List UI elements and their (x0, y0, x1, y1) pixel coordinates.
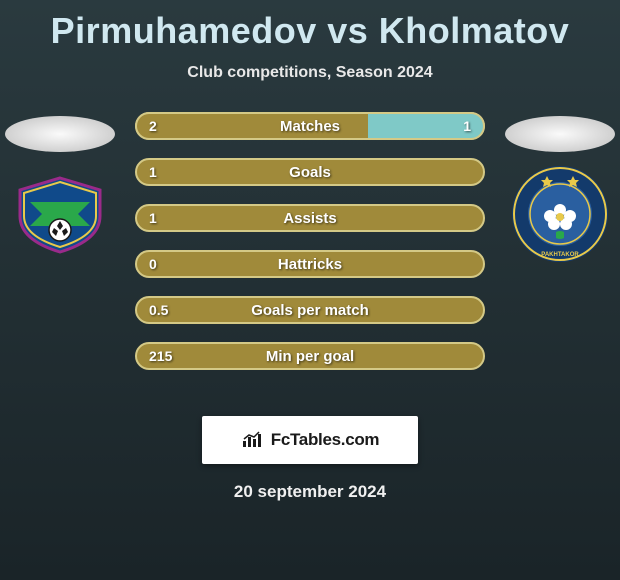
stat-label: Hattricks (135, 256, 485, 273)
left-player-column (0, 112, 120, 254)
fctables-label: FcTables.com (271, 430, 380, 450)
stat-bar-min-per-goal: Min per goal215 (135, 342, 485, 370)
stat-bar-matches: Matches2 1 (135, 112, 485, 140)
stat-bar-goals: Goals1 (135, 158, 485, 186)
fctables-chart-icon (241, 431, 265, 449)
subtitle: Club competitions, Season 2024 (0, 64, 620, 82)
stat-value-left: 215 (149, 348, 172, 364)
stat-bar-hattricks: Hattricks0 (135, 250, 485, 278)
stat-value-left: 1 (149, 210, 157, 226)
player-right-placeholder (505, 116, 615, 152)
stat-label: Goals per match (135, 302, 485, 319)
right-player-column: PAKHTAKOR (500, 112, 620, 254)
stat-value-left: 2 (149, 118, 157, 134)
player-left-placeholder (5, 116, 115, 152)
stat-label: Min per goal (135, 348, 485, 365)
club-right-badge: PAKHTAKOR (510, 174, 610, 254)
stat-bar-assists: Assists1 (135, 204, 485, 232)
stat-bar-goals-per-match: Goals per match0.5 (135, 296, 485, 324)
club-left-badge (10, 174, 110, 254)
stat-value-left: 0 (149, 256, 157, 272)
stat-label: Matches (135, 118, 485, 135)
comparison-stage: PAKHTAKOR Matches21Goals1Assists1Hattric… (0, 112, 620, 392)
stat-value-left: 0.5 (149, 302, 168, 318)
stat-bars: Matches21Goals1Assists1Hattricks0Goals p… (135, 112, 485, 370)
stat-value-left: 1 (149, 164, 157, 180)
svg-text:PAKHTAKOR: PAKHTAKOR (541, 252, 579, 258)
date-label: 20 september 2024 (0, 482, 620, 502)
page-title: Pirmuhamedov vs Kholmatov (0, 0, 620, 52)
fctables-badge[interactable]: FcTables.com (202, 416, 418, 464)
stat-label: Goals (135, 164, 485, 181)
stat-label: Assists (135, 210, 485, 227)
stat-value-right: 1 (463, 118, 471, 134)
